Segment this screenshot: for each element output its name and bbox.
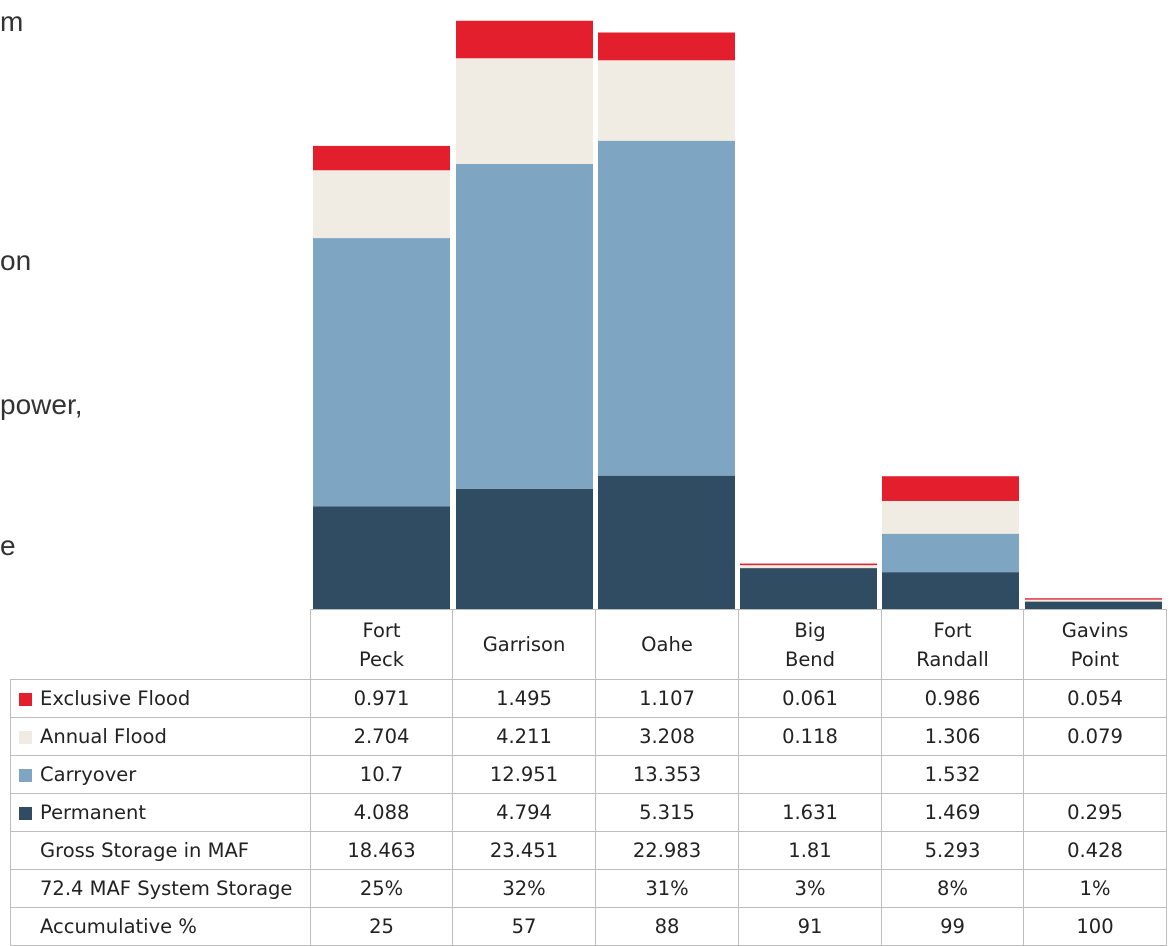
bar-annual-flood-3 [740, 565, 877, 569]
bar-annual-flood-2 [598, 60, 735, 141]
table-row: Exclusive Flood 0.971 1.495 1.107 0.061 0.986… [10, 679, 1167, 718]
text-fragment-3: power, [0, 389, 83, 420]
table-cell: 1.631 [738, 793, 882, 832]
category-label: Fort Peck [310, 609, 453, 680]
table-row: Annual Flood 2.704 4.211 3.208 0.118 1.306 0.0… [10, 717, 1167, 756]
bar-annual-flood-5 [1025, 599, 1162, 602]
table-cell: 0.118 [738, 717, 882, 756]
bar-annual-flood-4 [882, 500, 1019, 534]
table-cell: 4.211 [452, 717, 596, 756]
table-cell: 0.986 [881, 679, 1024, 718]
table-row: Carryover 10.7 12.951 13.353 1.532 [10, 755, 1167, 794]
text-fragment-2: on [0, 245, 32, 276]
table-cell: 0.295 [1023, 793, 1167, 832]
table-cell: 57 [452, 907, 596, 946]
row-label: Carryover [10, 755, 311, 794]
table-cell: 3.208 [595, 717, 739, 756]
legend-swatch [19, 921, 32, 934]
table-cell: 88 [595, 907, 739, 946]
category-label: Oahe [595, 609, 739, 680]
bar-permanent-1 [456, 488, 593, 609]
table-cell: 0.428 [1023, 831, 1167, 870]
row-label: Gross Storage in MAF [10, 831, 311, 870]
table-cell: 100 [1023, 907, 1167, 946]
table-cell: 5.293 [881, 831, 1024, 870]
legend-swatch [19, 731, 32, 744]
table-row: Accumulative % 25 57 88 91 99 100 [10, 907, 1167, 946]
legend-swatch [19, 845, 32, 858]
table-cell: 23.451 [452, 831, 596, 870]
legend-swatch [19, 693, 32, 706]
table-cell: 25 [310, 907, 453, 946]
table-corner [10, 609, 311, 680]
table-cell: 1.81 [738, 831, 882, 870]
bar-exclusive-flood-4 [882, 476, 1019, 501]
category-label: Garrison [452, 609, 596, 680]
category-label: Fort Randall [881, 609, 1024, 680]
category-label: Big Bend [738, 609, 882, 680]
table-cell: 4.088 [310, 793, 453, 832]
bar-exclusive-flood-3 [740, 563, 877, 566]
table-cell: 99 [881, 907, 1024, 946]
table-cell: 1.495 [452, 679, 596, 718]
table-cell: 1.532 [881, 755, 1024, 794]
table-row: Permanent 4.088 4.794 5.315 1.631 1.469 0.295 [10, 793, 1167, 832]
legend-swatch [19, 769, 32, 782]
table-row: 72.4 MAF System Storage 25% 32% 31% 3% 8% 1% [10, 869, 1167, 908]
table-cell: 1.469 [881, 793, 1024, 832]
table-cell: 32% [452, 869, 596, 908]
table-cell: 0.971 [310, 679, 453, 718]
row-label: Accumulative % [10, 907, 311, 946]
bar-permanent-3 [740, 568, 877, 609]
table-cell: 25% [310, 869, 453, 908]
table-cell: 2.704 [310, 717, 453, 756]
table-cell: 1.107 [595, 679, 739, 718]
table-cell: 5.315 [595, 793, 739, 832]
bar-exclusive-flood-1 [456, 20, 593, 59]
table-cell: 10.7 [310, 755, 453, 794]
table-cell [738, 755, 882, 794]
table-row: Gross Storage in MAF 18.463 23.451 22.983 1.… [10, 831, 1167, 870]
row-label: Permanent [10, 793, 311, 832]
bar-permanent-4 [882, 572, 1019, 609]
bar-carryover-0 [313, 238, 450, 507]
table-cell: 0.054 [1023, 679, 1167, 718]
table-cell: 8% [881, 869, 1024, 908]
row-label: 72.4 MAF System Storage [10, 869, 311, 908]
row-label: Exclusive Flood [10, 679, 311, 718]
stacked-bar-chart [313, 20, 1162, 609]
bar-annual-flood-1 [456, 58, 593, 164]
table-cell: 1% [1023, 869, 1167, 908]
table-cell: 31% [595, 869, 739, 908]
table-cell: 0.079 [1023, 717, 1167, 756]
legend-swatch [19, 883, 32, 896]
bar-carryover-2 [598, 140, 735, 476]
bar-carryover-1 [456, 163, 593, 489]
table-cell: 22.983 [595, 831, 739, 870]
table-cell: 0.061 [738, 679, 882, 718]
bar-exclusive-flood-5 [1025, 598, 1162, 600]
table-cell: 91 [738, 907, 882, 946]
table-cell: 3% [738, 869, 882, 908]
text-fragment-1: m [0, 6, 24, 37]
bar-permanent-5 [1025, 601, 1162, 609]
table-cell: 12.951 [452, 755, 596, 794]
bar-carryover-4 [882, 533, 1019, 573]
table-cell [1023, 755, 1167, 794]
table-cell: 1.306 [881, 717, 1024, 756]
row-label: Annual Flood [10, 717, 311, 756]
bar-permanent-2 [598, 475, 735, 609]
text-fragment-4: e [0, 530, 16, 561]
table-cell: 4.794 [452, 793, 596, 832]
bar-exclusive-flood-0 [313, 145, 450, 171]
table-cell: 13.353 [595, 755, 739, 794]
category-label: Gavins Point [1023, 609, 1167, 680]
legend-swatch [19, 807, 32, 820]
bar-annual-flood-0 [313, 170, 450, 239]
table-cell: 18.463 [310, 831, 453, 870]
data-table: Fort Peck Garrison Oahe Big Bend Fort Randall Ga… [10, 609, 1167, 946]
bar-permanent-0 [313, 506, 450, 609]
bar-exclusive-flood-2 [598, 32, 735, 61]
